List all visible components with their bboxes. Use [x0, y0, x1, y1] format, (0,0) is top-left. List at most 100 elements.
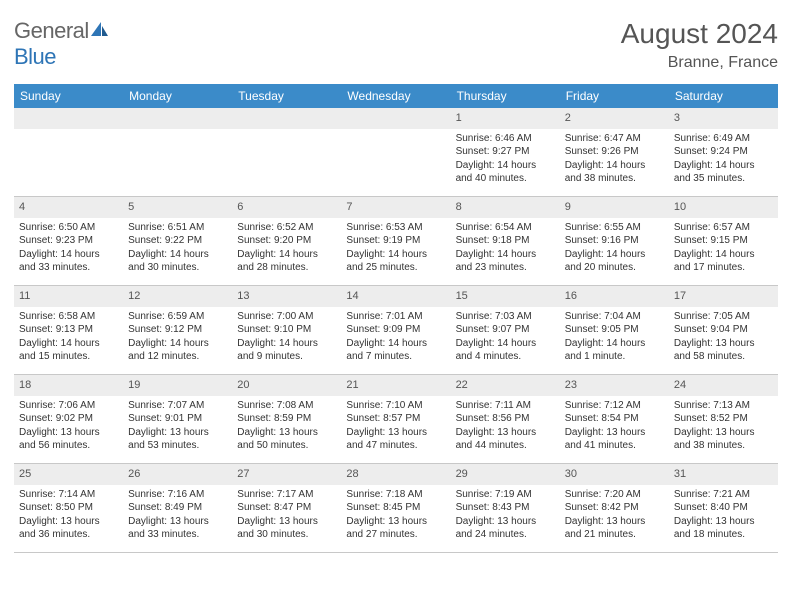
daylight-text: Daylight: 14 hours and 30 minutes.	[128, 248, 227, 275]
day-number	[232, 108, 341, 129]
sunset-text: Sunset: 9:13 PM	[19, 323, 118, 337]
day-body	[14, 129, 123, 189]
day-cell: 27Sunrise: 7:17 AMSunset: 8:47 PMDayligh…	[232, 464, 341, 552]
sunrise-text: Sunrise: 7:00 AM	[237, 310, 336, 324]
day-number: 15	[451, 286, 560, 307]
day-cell: 28Sunrise: 7:18 AMSunset: 8:45 PMDayligh…	[341, 464, 450, 552]
sunset-text: Sunset: 8:56 PM	[456, 412, 555, 426]
daylight-text: Daylight: 14 hours and 33 minutes.	[19, 248, 118, 275]
daylight-text: Daylight: 13 hours and 44 minutes.	[456, 426, 555, 453]
sunset-text: Sunset: 8:42 PM	[565, 501, 664, 515]
day-body: Sunrise: 6:58 AMSunset: 9:13 PMDaylight:…	[14, 307, 123, 368]
logo-text: GeneralBlue	[14, 18, 109, 70]
day-body: Sunrise: 6:52 AMSunset: 9:20 PMDaylight:…	[232, 218, 341, 279]
sunset-text: Sunset: 8:57 PM	[346, 412, 445, 426]
daylight-text: Daylight: 14 hours and 40 minutes.	[456, 159, 555, 186]
day-body: Sunrise: 7:08 AMSunset: 8:59 PMDaylight:…	[232, 396, 341, 457]
sunrise-text: Sunrise: 6:59 AM	[128, 310, 227, 324]
day-body: Sunrise: 7:18 AMSunset: 8:45 PMDaylight:…	[341, 485, 450, 546]
day-number: 11	[14, 286, 123, 307]
daylight-text: Daylight: 14 hours and 15 minutes.	[19, 337, 118, 364]
day-body: Sunrise: 7:14 AMSunset: 8:50 PMDaylight:…	[14, 485, 123, 546]
day-cell: 14Sunrise: 7:01 AMSunset: 9:09 PMDayligh…	[341, 286, 450, 374]
sunset-text: Sunset: 9:27 PM	[456, 145, 555, 159]
sunrise-text: Sunrise: 6:47 AM	[565, 132, 664, 146]
sunset-text: Sunset: 9:26 PM	[565, 145, 664, 159]
day-cell: 5Sunrise: 6:51 AMSunset: 9:22 PMDaylight…	[123, 197, 232, 285]
day-number: 21	[341, 375, 450, 396]
day-body	[232, 129, 341, 189]
sunset-text: Sunset: 8:50 PM	[19, 501, 118, 515]
day-body: Sunrise: 6:50 AMSunset: 9:23 PMDaylight:…	[14, 218, 123, 279]
day-number	[123, 108, 232, 129]
daylight-text: Daylight: 13 hours and 33 minutes.	[128, 515, 227, 542]
sunrise-text: Sunrise: 6:57 AM	[674, 221, 773, 235]
day-body: Sunrise: 6:57 AMSunset: 9:15 PMDaylight:…	[669, 218, 778, 279]
day-header-tue: Tuesday	[232, 84, 341, 108]
sunset-text: Sunset: 9:05 PM	[565, 323, 664, 337]
day-number: 10	[669, 197, 778, 218]
sunset-text: Sunset: 9:04 PM	[674, 323, 773, 337]
sunset-text: Sunset: 9:24 PM	[674, 145, 773, 159]
sunset-text: Sunset: 9:16 PM	[565, 234, 664, 248]
day-number: 25	[14, 464, 123, 485]
daylight-text: Daylight: 13 hours and 56 minutes.	[19, 426, 118, 453]
sunset-text: Sunset: 8:59 PM	[237, 412, 336, 426]
daylight-text: Daylight: 13 hours and 27 minutes.	[346, 515, 445, 542]
daylight-text: Daylight: 14 hours and 38 minutes.	[565, 159, 664, 186]
sunset-text: Sunset: 9:07 PM	[456, 323, 555, 337]
week-row: 11Sunrise: 6:58 AMSunset: 9:13 PMDayligh…	[14, 286, 778, 375]
daylight-text: Daylight: 13 hours and 50 minutes.	[237, 426, 336, 453]
day-cell: 4Sunrise: 6:50 AMSunset: 9:23 PMDaylight…	[14, 197, 123, 285]
week-row: 1Sunrise: 6:46 AMSunset: 9:27 PMDaylight…	[14, 108, 778, 197]
logo: GeneralBlue	[14, 18, 109, 70]
sunrise-text: Sunrise: 6:55 AM	[565, 221, 664, 235]
sunrise-text: Sunrise: 6:50 AM	[19, 221, 118, 235]
calendar-body: 1Sunrise: 6:46 AMSunset: 9:27 PMDaylight…	[14, 108, 778, 553]
day-cell: 13Sunrise: 7:00 AMSunset: 9:10 PMDayligh…	[232, 286, 341, 374]
sunset-text: Sunset: 8:40 PM	[674, 501, 773, 515]
day-cell: 25Sunrise: 7:14 AMSunset: 8:50 PMDayligh…	[14, 464, 123, 552]
sunrise-text: Sunrise: 7:21 AM	[674, 488, 773, 502]
sunrise-text: Sunrise: 7:19 AM	[456, 488, 555, 502]
day-cell: 10Sunrise: 6:57 AMSunset: 9:15 PMDayligh…	[669, 197, 778, 285]
daylight-text: Daylight: 13 hours and 36 minutes.	[19, 515, 118, 542]
sunset-text: Sunset: 8:52 PM	[674, 412, 773, 426]
daylight-text: Daylight: 14 hours and 35 minutes.	[674, 159, 773, 186]
day-body: Sunrise: 6:46 AMSunset: 9:27 PMDaylight:…	[451, 129, 560, 190]
day-cell: 21Sunrise: 7:10 AMSunset: 8:57 PMDayligh…	[341, 375, 450, 463]
day-cell: 23Sunrise: 7:12 AMSunset: 8:54 PMDayligh…	[560, 375, 669, 463]
day-cell: 29Sunrise: 7:19 AMSunset: 8:43 PMDayligh…	[451, 464, 560, 552]
sunrise-text: Sunrise: 7:12 AM	[565, 399, 664, 413]
day-body: Sunrise: 7:00 AMSunset: 9:10 PMDaylight:…	[232, 307, 341, 368]
day-number: 24	[669, 375, 778, 396]
sunrise-text: Sunrise: 7:10 AM	[346, 399, 445, 413]
day-cell	[14, 108, 123, 196]
daylight-text: Daylight: 14 hours and 20 minutes.	[565, 248, 664, 275]
sunrise-text: Sunrise: 7:17 AM	[237, 488, 336, 502]
day-body: Sunrise: 7:07 AMSunset: 9:01 PMDaylight:…	[123, 396, 232, 457]
day-body: Sunrise: 7:03 AMSunset: 9:07 PMDaylight:…	[451, 307, 560, 368]
day-cell: 2Sunrise: 6:47 AMSunset: 9:26 PMDaylight…	[560, 108, 669, 196]
sunset-text: Sunset: 9:12 PM	[128, 323, 227, 337]
sunrise-text: Sunrise: 6:51 AM	[128, 221, 227, 235]
week-row: 4Sunrise: 6:50 AMSunset: 9:23 PMDaylight…	[14, 197, 778, 286]
day-number	[341, 108, 450, 129]
daylight-text: Daylight: 14 hours and 7 minutes.	[346, 337, 445, 364]
day-number: 20	[232, 375, 341, 396]
day-cell: 20Sunrise: 7:08 AMSunset: 8:59 PMDayligh…	[232, 375, 341, 463]
day-cell: 18Sunrise: 7:06 AMSunset: 9:02 PMDayligh…	[14, 375, 123, 463]
day-cell: 19Sunrise: 7:07 AMSunset: 9:01 PMDayligh…	[123, 375, 232, 463]
sunset-text: Sunset: 8:49 PM	[128, 501, 227, 515]
daylight-text: Daylight: 13 hours and 24 minutes.	[456, 515, 555, 542]
logo-text-blue: Blue	[14, 44, 56, 69]
sunset-text: Sunset: 9:23 PM	[19, 234, 118, 248]
daylight-text: Daylight: 13 hours and 18 minutes.	[674, 515, 773, 542]
day-header-row: Sunday Monday Tuesday Wednesday Thursday…	[14, 84, 778, 108]
sunrise-text: Sunrise: 7:08 AM	[237, 399, 336, 413]
daylight-text: Daylight: 14 hours and 9 minutes.	[237, 337, 336, 364]
sunrise-text: Sunrise: 6:54 AM	[456, 221, 555, 235]
day-header-wed: Wednesday	[341, 84, 450, 108]
day-cell: 30Sunrise: 7:20 AMSunset: 8:42 PMDayligh…	[560, 464, 669, 552]
daylight-text: Daylight: 14 hours and 28 minutes.	[237, 248, 336, 275]
